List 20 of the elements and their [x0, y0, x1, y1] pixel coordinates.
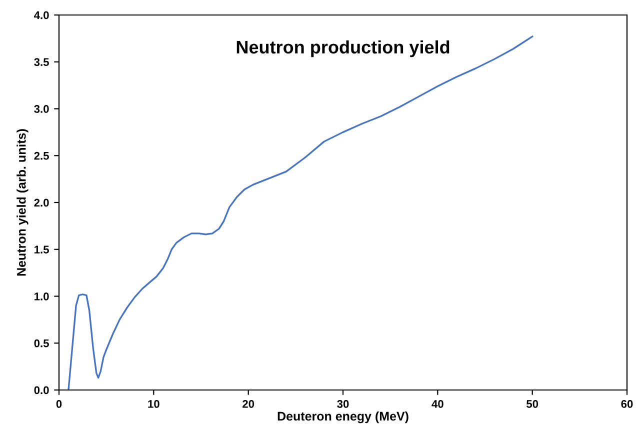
- y-tick-label: 0.5: [34, 339, 49, 348]
- y-tick-label: 3.0: [34, 105, 49, 113]
- x-axis-title: Deuteron enegy (MeV): [278, 411, 408, 424]
- x-tick-label: 10: [148, 400, 160, 408]
- line-series: [68, 36, 534, 390]
- y-tick-label: 0.0: [34, 386, 49, 394]
- y-tick-label: 1.5: [34, 246, 49, 254]
- x-tick-label: 60: [621, 400, 633, 408]
- y-tick-label: 2.0: [34, 198, 49, 207]
- x-tick-label: 30: [337, 400, 349, 408]
- y-tick-label: 2.5: [34, 152, 49, 160]
- x-tick-label: 40: [432, 400, 444, 408]
- x-tick-label: 0: [56, 400, 62, 408]
- text: Neutron production yield: [236, 40, 450, 58]
- y-tick-label: 4.0: [34, 11, 49, 20]
- y-tick-label: 1.0: [34, 292, 49, 300]
- y-tick-label: 3.5: [34, 58, 49, 66]
- x-tick-label: 50: [526, 400, 538, 408]
- y-axis-title: Neutron yield (arb. units): [16, 129, 28, 276]
- x-tick-label: 20: [242, 400, 254, 408]
